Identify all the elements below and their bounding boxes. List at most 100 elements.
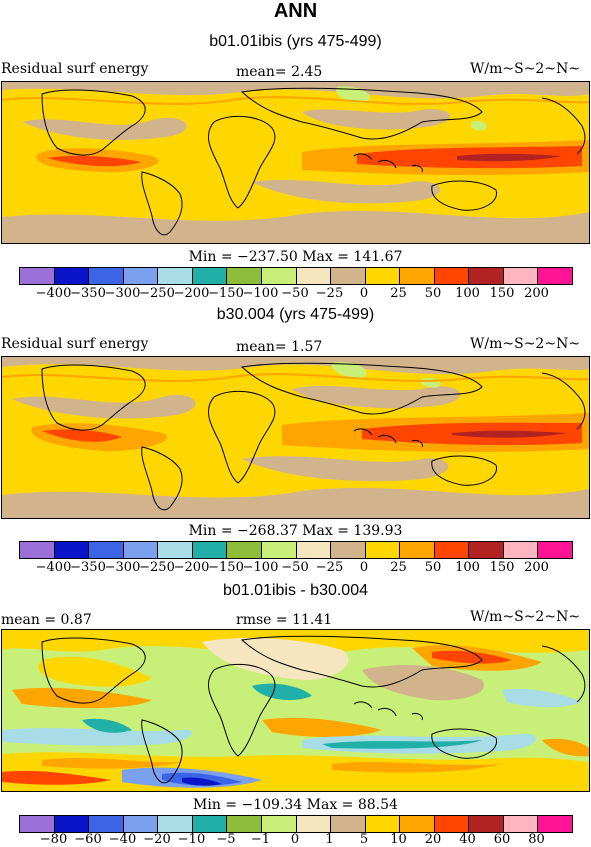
colorbar-tick-label: −100 — [242, 560, 279, 575]
colorbar-swatch — [123, 268, 159, 284]
colorbar-swatch — [365, 268, 401, 284]
colorbar-tick-label: 40 — [459, 832, 476, 847]
panel2-colorbar-ticks: −400 −350 −300 −250 −200 −150 −100 −50 −… — [19, 560, 571, 576]
colorbar-tick-label: −40 — [108, 832, 137, 847]
colorbar-swatch — [400, 268, 435, 284]
colorbar-tick-label: 25 — [390, 560, 407, 575]
colorbar-swatch — [261, 268, 297, 284]
panel2-map — [1, 356, 590, 519]
colorbar-swatch — [158, 542, 193, 558]
colorbar-swatch — [227, 268, 262, 284]
colorbar-tick-label: −300 — [104, 286, 141, 301]
colorbar-swatch — [400, 816, 435, 832]
colorbar-swatch — [54, 268, 90, 284]
panel3-colorbar — [19, 815, 573, 833]
colorbar-tick-label: −150 — [208, 286, 244, 301]
colorbar-tick-label: −20 — [143, 832, 171, 847]
panel3-map — [1, 629, 590, 792]
colorbar-swatch — [20, 268, 55, 284]
panel3-colorbar-ticks: −80 −60 −40 −20 −10 −5 −1 0 1 5 10 20 40… — [19, 832, 571, 847]
colorbar-tick-label: 25 — [390, 286, 407, 301]
colorbar-tick-label: −300 — [104, 560, 141, 575]
colorbar-swatch — [192, 816, 228, 832]
colorbar-swatch — [261, 816, 297, 832]
colorbar-tick-label: −1 — [250, 832, 271, 847]
panel2-field — [2, 357, 589, 518]
colorbar-tick-label: −350 — [70, 560, 106, 575]
colorbar-tick-label: 1 — [325, 832, 334, 847]
colorbar-swatch — [538, 816, 572, 832]
colorbar-swatch — [538, 542, 572, 558]
colorbar-swatch — [434, 542, 470, 558]
colorbar-tick-label: −25 — [315, 560, 344, 575]
colorbar-tick-label: 80 — [528, 832, 545, 847]
colorbar-swatch — [331, 816, 366, 832]
colorbar-tick-label: −50 — [281, 286, 309, 301]
colorbar-swatch — [296, 268, 332, 284]
colorbar-tick-label: −250 — [139, 286, 175, 301]
panel2-units-label: W/m~S~2~N~ — [470, 336, 581, 352]
colorbar-tick-label: −150 — [208, 560, 244, 575]
colorbar-tick-label: −10 — [177, 832, 206, 847]
colorbar-tick-label: −5 — [216, 832, 236, 847]
colorbar-tick-label: 0 — [290, 832, 300, 847]
colorbar-tick-label: 0 — [359, 560, 369, 575]
colorbar-swatch — [123, 816, 159, 832]
main-title: ANN — [273, 0, 318, 22]
colorbar-tick-label: −60 — [74, 832, 102, 847]
colorbar-swatch — [296, 542, 332, 558]
panel1-left-label: Residual surf energy — [1, 61, 149, 77]
colorbar-tick-label: −80 — [39, 832, 68, 847]
colorbar-swatch — [54, 816, 90, 832]
panel2-colorbar — [19, 541, 573, 559]
colorbar-swatch — [227, 816, 262, 832]
panel3-subtitle: b01.01ibis - b30.004 — [223, 582, 368, 599]
colorbar-tick-label: 50 — [424, 286, 442, 301]
panel1-subtitle: b01.01ibis (yrs 475-499) — [209, 33, 382, 50]
colorbar-swatch — [192, 268, 228, 284]
panel1-map — [1, 81, 590, 244]
panel2-mean-label: mean= 1.57 — [236, 339, 323, 355]
colorbar-tick-label: 150 — [489, 286, 515, 301]
colorbar-swatch — [261, 542, 297, 558]
colorbar-tick-label: 20 — [424, 832, 442, 847]
colorbar-swatch — [331, 542, 366, 558]
colorbar-tick-label: −50 — [281, 560, 309, 575]
colorbar-swatch — [123, 542, 159, 558]
colorbar-tick-label: −100 — [242, 286, 279, 301]
colorbar-tick-label: 0 — [359, 286, 369, 301]
colorbar-swatch — [538, 268, 572, 284]
panel1-colorbar-ticks: −400 −350 −300 −250 −200 −150 −100 −50 −… — [19, 286, 571, 302]
colorbar-tick-label: 200 — [524, 286, 549, 301]
colorbar-swatch — [469, 542, 504, 558]
panel3-rmse-label: rmse = 11.41 — [236, 612, 333, 628]
panel1-minmax: Min = −237.50 Max = 141.67 — [188, 249, 403, 265]
colorbar-swatch — [89, 268, 124, 284]
panel2-left-label: Residual surf energy — [1, 336, 149, 352]
colorbar-swatch — [331, 268, 366, 284]
panel1-colorbar — [19, 267, 573, 285]
colorbar-swatch — [503, 542, 539, 558]
panel1-field — [2, 82, 589, 243]
colorbar-tick-label: −25 — [315, 286, 344, 301]
colorbar-tick-label: −200 — [173, 560, 210, 575]
colorbar-swatch — [89, 816, 124, 832]
panel1-mean-label: mean= 2.45 — [236, 64, 323, 80]
colorbar-swatch — [469, 816, 504, 832]
panel3-field — [2, 630, 589, 791]
colorbar-tick-label: 10 — [390, 832, 407, 847]
colorbar-tick-label: 50 — [424, 560, 442, 575]
colorbar-tick-label: −400 — [35, 286, 72, 301]
colorbar-swatch — [158, 816, 193, 832]
colorbar-tick-label: 60 — [493, 832, 511, 847]
panel1-units-label: W/m~S~2~N~ — [470, 61, 581, 77]
colorbar-swatch — [400, 542, 435, 558]
colorbar-swatch — [20, 542, 55, 558]
colorbar-swatch — [434, 816, 470, 832]
colorbar-swatch — [20, 816, 55, 832]
colorbar-tick-label: 150 — [489, 560, 515, 575]
colorbar-tick-label: 200 — [524, 560, 549, 575]
colorbar-tick-label: −400 — [35, 560, 72, 575]
colorbar-swatch — [192, 542, 228, 558]
colorbar-swatch — [227, 542, 262, 558]
